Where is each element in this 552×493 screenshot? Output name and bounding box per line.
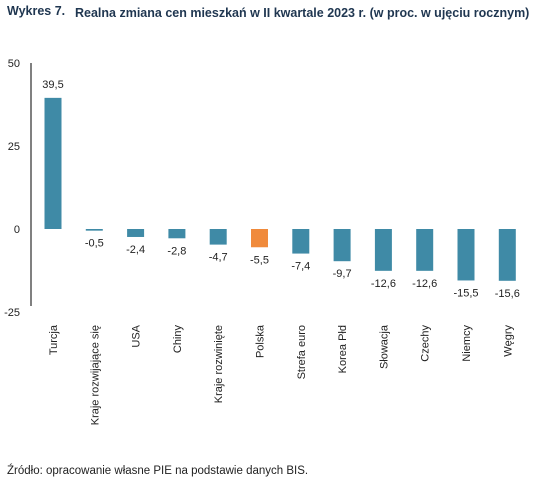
x-category-label: Kraje rozwijające się <box>89 325 101 425</box>
x-category-label: Słowacja <box>378 324 390 369</box>
data-label: -2,8 <box>167 245 186 257</box>
bar-chart: 50 25 0 -25 39,5 Turcja -0,5 Kraje rozwijające … <box>4 58 520 425</box>
data-label: -5,5 <box>250 254 269 266</box>
data-label: -15,6 <box>495 288 520 300</box>
source-note: Źródło: opracowanie własne PIE na podsta… <box>7 465 309 477</box>
data-label: -15,5 <box>453 287 478 299</box>
bar <box>209 229 227 245</box>
bar <box>44 97 62 229</box>
bar <box>127 229 145 237</box>
data-label: -0,5 <box>85 238 104 250</box>
bar <box>457 229 475 281</box>
figure-number: Wykres 7. <box>7 4 66 18</box>
data-label: -2,4 <box>126 244 145 256</box>
data-label: -4,7 <box>209 252 228 264</box>
data-label: -7,4 <box>291 261 310 273</box>
x-category-label: Niemcy <box>461 325 473 362</box>
y-tick-label: 0 <box>14 224 20 236</box>
chart-title: Realna zmiana cen mieszkań w II kwartale… <box>75 6 530 20</box>
x-category-label: Kraje rozwinięte <box>213 325 225 403</box>
x-category-label: Turcja <box>48 324 60 355</box>
x-category-label: Korea Płd <box>337 325 349 373</box>
y-tick-label: 50 <box>8 58 20 70</box>
x-category-label: USA <box>131 324 143 347</box>
x-category-label: Polska <box>255 324 267 358</box>
bar <box>416 229 434 271</box>
x-category-label: Chiny <box>172 325 184 354</box>
bar <box>168 229 186 239</box>
data-label: 39,5 <box>42 79 63 91</box>
data-label: -12,6 <box>371 278 396 290</box>
bar <box>85 229 103 231</box>
bar <box>374 229 392 271</box>
data-label: -9,7 <box>333 268 352 280</box>
y-tick-label: 25 <box>8 141 20 153</box>
data-label: -12,6 <box>412 278 437 290</box>
bar <box>333 229 351 262</box>
bar <box>251 229 268 248</box>
bar <box>292 229 310 254</box>
x-category-label: Czechy <box>420 325 432 362</box>
y-tick-label: -25 <box>4 307 20 319</box>
bar <box>498 229 516 281</box>
x-category-label: Strefa euro <box>296 325 308 379</box>
x-category-label: Węgry <box>502 325 514 357</box>
